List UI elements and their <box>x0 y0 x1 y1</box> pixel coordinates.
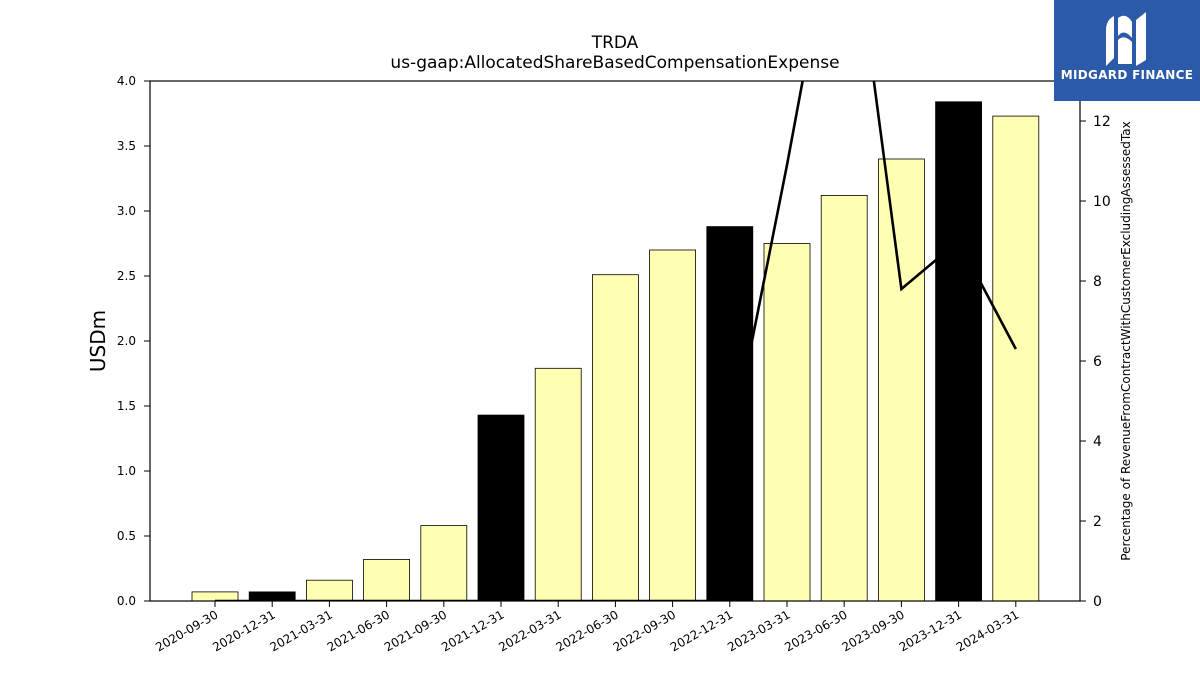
y-right-tick-label: 2 <box>1093 514 1102 530</box>
y-tick-label: 0.0 <box>117 594 136 608</box>
y-axis-right-label: Percentage of RevenueFromContractWithCus… <box>1119 121 1133 560</box>
y-tick-label: 4.0 <box>117 74 136 88</box>
bar <box>706 226 754 602</box>
chart-subtitle: us-gaap:AllocatedShareBasedCompensationE… <box>390 53 839 73</box>
x-tick-label: 2022-03-31 <box>496 607 563 654</box>
brand-logo: MIDGARD FINANCE <box>1054 0 1200 101</box>
y-right-tick-label: 6 <box>1093 354 1102 370</box>
bar <box>305 579 353 602</box>
bar <box>363 559 411 602</box>
y-right-tick-label: 8 <box>1093 274 1102 290</box>
y-right-tick-label: 12 <box>1093 114 1111 130</box>
y-axis-right: 0 2 4 6 8 10 12 <box>1080 114 1111 610</box>
line-series <box>215 81 1017 601</box>
y-tick-label: 0.5 <box>117 529 136 543</box>
x-tick-label: 2023-06-30 <box>782 607 849 654</box>
chart-title: TRDA <box>591 33 639 53</box>
bar-series <box>191 101 1040 602</box>
bar <box>477 414 525 602</box>
x-tick-label: 2023-12-31 <box>897 607 964 654</box>
bar <box>763 243 811 602</box>
bar <box>878 158 925 602</box>
bar <box>649 249 696 602</box>
y-right-tick-label: 0 <box>1093 594 1102 610</box>
x-tick-label: 2021-12-31 <box>439 607 506 654</box>
y-right-tick-label: 10 <box>1093 194 1111 210</box>
x-tick-label: 2020-09-30 <box>153 607 220 654</box>
bar <box>820 194 868 602</box>
logo-text: MIDGARD FINANCE <box>1060 68 1194 82</box>
bar <box>534 367 582 602</box>
bar <box>592 274 639 602</box>
x-tick-label: 2022-06-30 <box>553 607 620 654</box>
x-tick-label: 2024-03-31 <box>954 607 1021 654</box>
bar <box>191 591 239 602</box>
x-tick-label: 2021-03-31 <box>267 607 334 654</box>
y-tick-label: 2.0 <box>117 334 136 348</box>
y-tick-label: 3.5 <box>117 139 136 153</box>
bar <box>935 101 982 602</box>
y-tick-label: 1.5 <box>117 399 136 413</box>
line-path <box>728 81 1017 454</box>
x-tick-label: 2021-09-30 <box>382 607 449 654</box>
x-tick-label: 2023-03-31 <box>725 607 792 654</box>
y-tick-label: 3.0 <box>117 204 136 218</box>
x-tick-label: 2022-09-30 <box>611 607 678 654</box>
bar <box>420 525 468 602</box>
x-tick-label: 2020-12-31 <box>210 607 277 654</box>
y-tick-label: 1.0 <box>117 464 136 478</box>
x-axis: 2020-09-302020-12-312021-03-312021-06-30… <box>153 601 1021 654</box>
x-tick-label: 2021-06-30 <box>325 607 392 654</box>
midgard-logo-icon <box>1106 12 1146 66</box>
y-right-tick-label: 4 <box>1093 434 1102 450</box>
y-axis-left: 0.0 0.5 1.0 1.5 2.0 2.5 3.0 3.5 4.0 <box>117 74 150 608</box>
bar <box>992 115 1040 602</box>
y-axis-label: USDm <box>86 310 110 372</box>
x-tick-label: 2022-12-31 <box>668 607 735 654</box>
x-tick-label: 2023-09-30 <box>839 607 906 654</box>
bar <box>248 591 296 602</box>
y-tick-label: 2.5 <box>117 269 136 283</box>
